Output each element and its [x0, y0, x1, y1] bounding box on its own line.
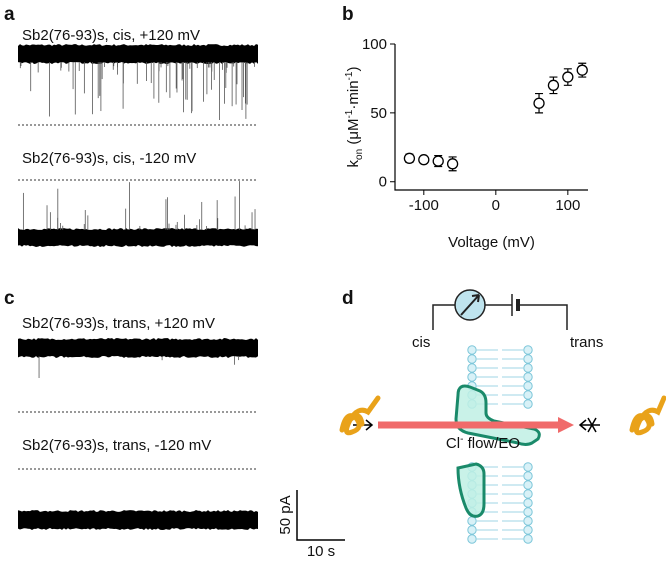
panel-label: b [342, 4, 354, 25]
lipid-head [467, 363, 477, 373]
y-tick-label: 100 [362, 36, 387, 53]
flow-label: Cl- flow/EO [446, 434, 520, 452]
flow-label-part: flow/EO [463, 435, 520, 452]
trans-label: trans [570, 334, 603, 351]
lipid-head [467, 525, 477, 535]
lipid-head [467, 345, 477, 355]
lipid-head [523, 372, 533, 382]
ammeter-arrow [460, 294, 480, 316]
lipid-head [523, 534, 533, 544]
trace-band [18, 228, 258, 247]
y-axis-label-part: ) [345, 67, 362, 72]
lipid-head [523, 390, 533, 400]
lipid-head [523, 462, 533, 472]
x-tick-label: 0 [492, 197, 500, 214]
scale-lines [296, 490, 345, 541]
x-tick-label: -100 [409, 197, 439, 214]
lipid-head [467, 516, 477, 526]
lipid-head [523, 345, 533, 355]
point [533, 97, 545, 109]
trace-band [18, 338, 258, 358]
point [418, 154, 430, 166]
lipid-head [523, 363, 533, 373]
lipid-head [523, 516, 533, 526]
scale-x-label: 10 s [307, 543, 335, 560]
x-axis-label: Voltage (mV) [448, 234, 535, 251]
lipid-head [467, 534, 477, 544]
circuit-wire [432, 304, 568, 330]
panel-label: a [4, 4, 15, 25]
lipid-head [523, 498, 533, 508]
trace-label: Sb2(76-93)s, trans, -120 mV [22, 437, 211, 454]
y-tick-label: 0 [379, 174, 387, 191]
point [403, 152, 416, 164]
scale-y-label: 50 pA [277, 495, 294, 534]
y-axis-label-part: k [345, 159, 362, 167]
lipid-head [523, 381, 533, 391]
panel-label: d [342, 288, 354, 309]
flow-label-part: Cl [446, 435, 460, 452]
y-axis-label-part: ·min [345, 80, 362, 109]
flow-label-part: - [460, 434, 463, 445]
point [576, 64, 588, 76]
lipid-head [523, 480, 533, 490]
trace-label: Sb2(76-93)s, trans, +120 mV [22, 315, 215, 332]
y-axis-label-part: (μM [345, 119, 362, 149]
y-axis-label: kon (μM-1·min-1) [344, 67, 365, 168]
protein-bottom [456, 462, 486, 518]
lipid-head [523, 471, 533, 481]
blocked-arrow [578, 417, 600, 433]
lipid-head [523, 525, 533, 535]
point [547, 79, 560, 91]
lipid-head [523, 399, 533, 409]
trace-label: Sb2(76-93)s, cis, -120 mV [22, 150, 196, 167]
cis-label: cis [412, 334, 430, 351]
trace-band [18, 44, 258, 64]
scale-bar: 50 pA 10 s [277, 490, 345, 560]
baselines [18, 124, 258, 470]
point [432, 155, 444, 167]
panel-label: c [4, 288, 15, 309]
flow-arrowhead [558, 417, 574, 433]
trace-band [18, 510, 258, 530]
y-axis-label-part: -1 [344, 71, 355, 80]
trace-label: Sb2(76-93)s, cis, +120 mV [22, 27, 200, 44]
y-tick-label: 50 [370, 105, 387, 122]
y-axis-label-part: -1 [344, 109, 355, 118]
diagram: cis trans Cl- flow/EO [339, 289, 666, 544]
axes [394, 44, 588, 191]
peptide-right [629, 395, 666, 436]
lipid-head [467, 354, 477, 364]
traces [18, 44, 258, 530]
protein-top [454, 384, 541, 446]
x-tick-label: 100 [555, 197, 580, 214]
peptide-left [339, 395, 381, 436]
lipid-head [523, 489, 533, 499]
lipid-head [467, 372, 477, 382]
lipid-head [523, 507, 533, 517]
point [446, 158, 459, 170]
lipid-head [523, 354, 533, 364]
y-axis-label-part: on [354, 149, 365, 160]
point [562, 71, 574, 83]
